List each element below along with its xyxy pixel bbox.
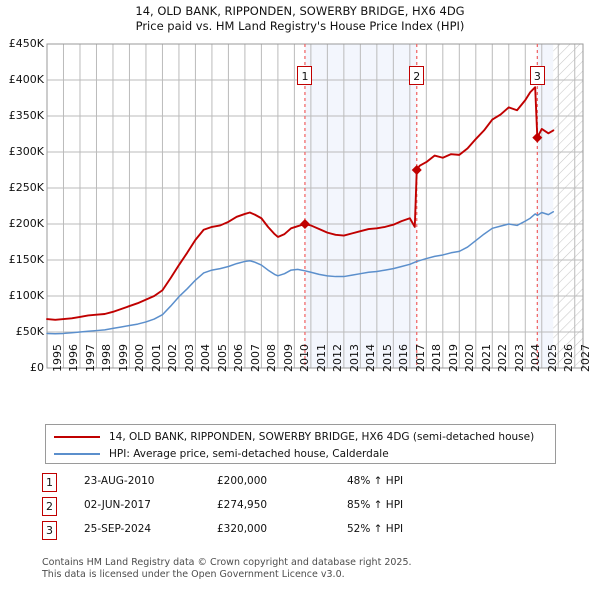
x-axis-tick-label: 2004 bbox=[199, 344, 213, 372]
x-axis-tick-label: 2017 bbox=[413, 344, 427, 372]
transaction-index-badge: 1 bbox=[42, 473, 57, 492]
x-axis-tick-label: 2026 bbox=[562, 344, 576, 372]
x-axis-tick-label: 2005 bbox=[215, 344, 229, 372]
page-title: 14, OLD BANK, RIPPONDEN, SOWERBY BRIDGE,… bbox=[0, 4, 600, 34]
x-axis-tick-label: 2024 bbox=[529, 344, 543, 372]
y-axis-tick-label: £250K bbox=[8, 181, 44, 194]
transaction-price: £320,000 bbox=[217, 523, 268, 535]
x-axis-tick-label: 1999 bbox=[116, 344, 130, 372]
x-axis-tick-label: 2013 bbox=[347, 344, 361, 372]
x-axis-tick-label: 2010 bbox=[298, 344, 312, 372]
x-axis-tick-label: 2014 bbox=[364, 344, 378, 372]
x-axis-tick-label: 2021 bbox=[479, 344, 493, 372]
x-axis-tick-label: 2018 bbox=[430, 344, 444, 372]
x-axis-tick-label: 2011 bbox=[314, 344, 328, 372]
legend-swatch-property bbox=[54, 436, 100, 438]
chart-plot bbox=[46, 43, 584, 369]
x-axis-tick-label: 1997 bbox=[83, 344, 97, 372]
table-row: 3 25-SEP-2024 £320,000 52% ↑ HPI bbox=[42, 520, 562, 544]
transaction-price: £274,950 bbox=[217, 499, 268, 511]
y-axis-tick-label: £450K bbox=[8, 37, 44, 50]
title-line-1: 14, OLD BANK, RIPPONDEN, SOWERBY BRIDGE,… bbox=[135, 4, 465, 18]
y-axis-tick-label: £0 bbox=[30, 361, 44, 374]
x-axis-tick-label: 2007 bbox=[248, 344, 262, 372]
x-axis-tick-label: 2023 bbox=[512, 344, 526, 372]
x-axis-tick-label: 2027 bbox=[578, 344, 592, 372]
x-axis-tick-label: 2009 bbox=[281, 344, 295, 372]
transaction-index-badge: 3 bbox=[42, 521, 57, 540]
legend-label-hpi: HPI: Average price, semi-detached house,… bbox=[109, 448, 389, 460]
footer-attribution: Contains HM Land Registry data © Crown c… bbox=[42, 557, 582, 580]
chart-marker-3: 3 bbox=[529, 66, 545, 85]
x-axis-tick-label: 1996 bbox=[67, 344, 81, 372]
table-row: 2 02-JUN-2017 £274,950 85% ↑ HPI bbox=[42, 496, 562, 520]
transaction-hpi-delta: 52% ↑ HPI bbox=[347, 523, 404, 535]
chart-legend: 14, OLD BANK, RIPPONDEN, SOWERBY BRIDGE,… bbox=[45, 424, 556, 464]
x-axis-tick-label: 2006 bbox=[232, 344, 246, 372]
y-axis-tick-label: £50K bbox=[15, 325, 44, 338]
x-axis-tick-label: 1998 bbox=[100, 344, 114, 372]
y-axis-tick-label: £100K bbox=[8, 289, 44, 302]
x-axis-tick-label: 2020 bbox=[463, 344, 477, 372]
y-axis-tick-label: £400K bbox=[8, 73, 44, 86]
x-axis-tick-label: 2025 bbox=[545, 344, 559, 372]
transaction-hpi-delta: 85% ↑ HPI bbox=[347, 499, 404, 511]
transaction-date: 23-AUG-2010 bbox=[84, 475, 155, 487]
x-axis-tick-label: 2008 bbox=[265, 344, 279, 372]
transaction-index-badge: 2 bbox=[42, 497, 57, 516]
chart-marker-1: 1 bbox=[297, 66, 313, 85]
transaction-date: 25-SEP-2024 bbox=[84, 523, 152, 535]
x-axis-tick-label: 2016 bbox=[397, 344, 411, 372]
y-axis-tick-label: £350K bbox=[8, 109, 44, 122]
x-axis-tick-label: 2002 bbox=[166, 344, 180, 372]
x-axis-tick-label: 2015 bbox=[380, 344, 394, 372]
x-axis-tick-label: 2003 bbox=[182, 344, 196, 372]
chart-marker-2: 2 bbox=[409, 66, 425, 85]
x-axis-tick-label: 2001 bbox=[149, 344, 163, 372]
footer-line-2: This data is licensed under the Open Gov… bbox=[42, 568, 345, 580]
y-axis-tick-label: £200K bbox=[8, 217, 44, 230]
x-axis-tick-label: 2012 bbox=[331, 344, 345, 372]
transaction-hpi-delta: 48% ↑ HPI bbox=[347, 475, 404, 487]
x-axis-tick-label: 1995 bbox=[51, 344, 64, 372]
footer-line-1: Contains HM Land Registry data © Crown c… bbox=[42, 557, 412, 568]
legend-item-property: 14, OLD BANK, RIPPONDEN, SOWERBY BRIDGE,… bbox=[54, 428, 534, 446]
y-axis-tick-label: £300K bbox=[8, 145, 44, 158]
transaction-date: 02-JUN-2017 bbox=[84, 499, 151, 511]
transaction-price: £200,000 bbox=[217, 475, 268, 487]
x-axis-tick-label: 2022 bbox=[496, 344, 510, 372]
x-axis-tick-label: 2000 bbox=[133, 344, 147, 372]
legend-label-property: 14, OLD BANK, RIPPONDEN, SOWERBY BRIDGE,… bbox=[109, 431, 535, 443]
x-axis-tick-label: 2019 bbox=[446, 344, 460, 372]
title-line-2: Price paid vs. HM Land Registry's House … bbox=[135, 19, 465, 33]
table-row: 1 23-AUG-2010 £200,000 48% ↑ HPI bbox=[42, 472, 562, 496]
legend-item-hpi: HPI: Average price, semi-detached house,… bbox=[54, 445, 389, 463]
y-axis-tick-label: £150K bbox=[8, 253, 44, 266]
transactions-table: 1 23-AUG-2010 £200,000 48% ↑ HPI 2 02-JUN-201… bbox=[42, 472, 562, 544]
legend-swatch-hpi bbox=[54, 453, 100, 455]
